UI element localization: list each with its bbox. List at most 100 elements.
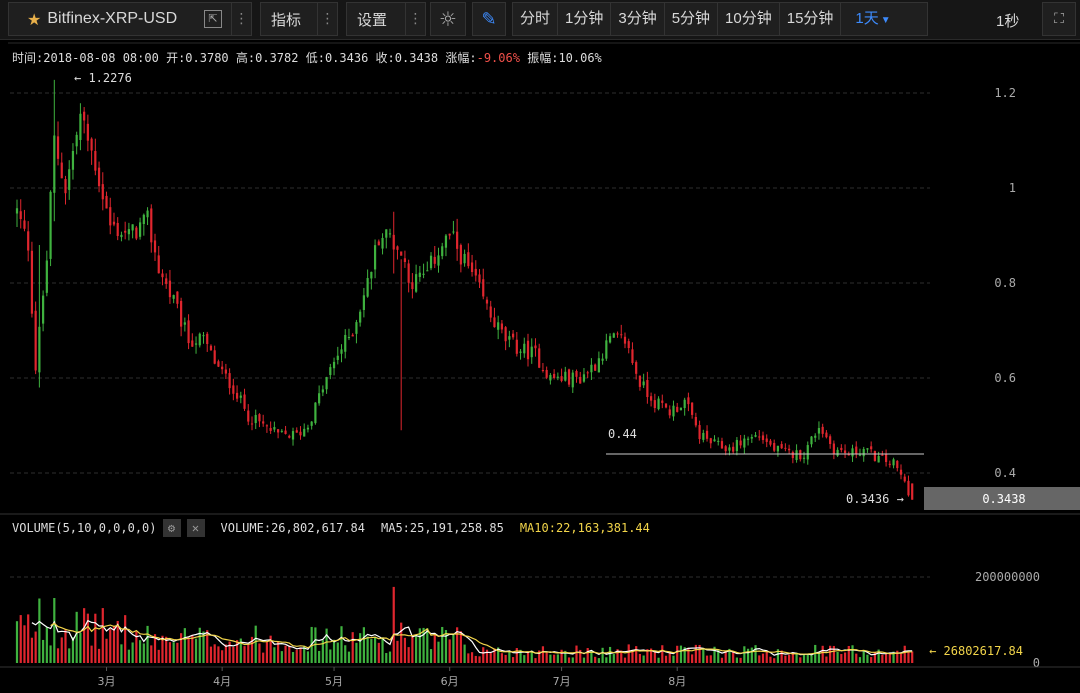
candle-body <box>862 448 865 457</box>
candle-body <box>821 426 824 434</box>
candle-body <box>746 438 750 440</box>
fullscreen-icon[interactable]: ⛶ <box>1042 2 1076 36</box>
volume-bar <box>821 645 824 663</box>
close-icon[interactable]: ✕ <box>186 519 205 537</box>
candle-body <box>638 375 642 387</box>
interval-15m[interactable]: 15分钟 <box>780 3 842 35</box>
candle-body <box>131 224 134 231</box>
candle-body <box>735 439 738 452</box>
volume-bar <box>112 625 116 663</box>
volume-bar <box>441 626 444 663</box>
candle-body <box>788 448 791 451</box>
candle-body <box>754 435 757 437</box>
volume-bar <box>829 645 832 663</box>
theme-toggle-sun-icon[interactable]: ☼ <box>430 2 466 36</box>
candle-body <box>452 231 455 233</box>
indicators-button[interactable]: 指标 ⋮ <box>260 2 338 36</box>
draw-pencil-icon[interactable]: ✎ <box>472 2 506 36</box>
symbol-selector[interactable]: ★ Bitfinex-XRP-USD ⇱ ⋮ <box>8 2 252 36</box>
volume-bar <box>116 620 119 663</box>
candle-body <box>664 403 668 408</box>
volume-bar <box>273 647 276 663</box>
candle-body <box>27 231 30 251</box>
volume-bar <box>422 627 425 663</box>
time-label: 时间: <box>12 51 44 65</box>
volume-tick-label: 0 <box>1033 656 1040 670</box>
candle-body <box>870 446 873 450</box>
candle-body <box>474 268 477 276</box>
volume-bar <box>351 632 354 663</box>
interval-3m[interactable]: 3分钟 <box>611 3 665 35</box>
candle-body <box>314 402 317 424</box>
volume-bar <box>209 646 213 663</box>
volume-bar <box>597 658 600 663</box>
volume-bar <box>64 629 67 663</box>
volume-bar <box>101 608 104 663</box>
amplitude-label: 振幅: <box>527 51 559 65</box>
popout-icon[interactable]: ⇱ <box>204 10 222 28</box>
candle-body <box>138 222 142 237</box>
close-value: 0.3438 <box>394 51 439 65</box>
favorite-star-icon[interactable]: ★ <box>27 9 42 29</box>
month-label: 7月 <box>553 675 571 688</box>
candle-body <box>668 409 671 416</box>
symbol-menu-dots-icon[interactable]: ⋮ <box>231 3 251 35</box>
interval-intraday[interactable]: 分时 <box>513 3 559 35</box>
candle-body <box>814 435 817 438</box>
candle-body <box>750 437 753 439</box>
candle-body <box>64 179 67 194</box>
ma5-value: MA5:25,191,258.85 <box>381 521 504 535</box>
volume-bar <box>377 642 380 663</box>
candle-body <box>627 341 630 349</box>
volume-bar <box>508 650 511 663</box>
volume-bar <box>586 648 589 663</box>
symbol-name[interactable]: Bitfinex-XRP-USD <box>47 10 178 27</box>
candle-body <box>836 449 839 456</box>
settings-menu-dots-icon[interactable]: ⋮ <box>405 3 425 35</box>
volume-bar <box>739 657 742 663</box>
volume-bar <box>694 644 697 663</box>
volume-bar <box>661 645 664 663</box>
candle-body <box>396 246 399 250</box>
candle-body <box>843 450 847 454</box>
candle-body <box>187 320 190 344</box>
candle-body <box>683 399 686 409</box>
toolbar: ★ Bitfinex-XRP-USD ⇱ ⋮ 指标 ⋮ 设置 ⋮ ☼ ✎ 分时 … <box>0 0 1080 40</box>
volume-bar <box>567 657 571 663</box>
volume-bar <box>802 654 806 663</box>
volume-bar <box>299 647 302 663</box>
indicators-menu-dots-icon[interactable]: ⋮ <box>317 3 337 35</box>
month-label: 8月 <box>668 675 686 688</box>
candle-body <box>23 220 26 229</box>
volume-bar <box>687 647 690 663</box>
volume-bar <box>526 652 530 663</box>
volume-bar <box>773 658 776 663</box>
price-tick-label: 0.8 <box>994 276 1016 290</box>
volume-bar <box>553 654 556 663</box>
volume-bar <box>318 650 321 663</box>
candle-body <box>575 370 578 377</box>
settings-button[interactable]: 设置 ⋮ <box>346 2 426 36</box>
candles <box>15 79 914 500</box>
candle-body <box>761 435 765 440</box>
candle-body <box>254 414 257 424</box>
interval-1m[interactable]: 1分钟 <box>558 3 612 35</box>
candle-body <box>377 241 380 246</box>
volume-bar <box>843 652 847 663</box>
price-tick-label: 1 <box>1009 181 1016 195</box>
interval-10m[interactable]: 10分钟 <box>718 3 780 35</box>
volume-bar <box>668 653 671 663</box>
interval-1d-dropdown[interactable]: 1天 ▼ <box>841 3 897 35</box>
gear-icon[interactable]: ⚙ <box>162 519 181 537</box>
candle-body <box>676 406 679 412</box>
volume-bar <box>56 648 60 663</box>
volume-bar <box>758 655 761 663</box>
interval-5m[interactable]: 5分钟 <box>665 3 719 35</box>
candle-body <box>429 255 433 269</box>
volume-bar <box>418 628 421 663</box>
volume-bar <box>277 641 280 663</box>
candle-body <box>545 369 548 378</box>
candle-body <box>83 111 86 121</box>
volume-bar <box>638 653 642 663</box>
